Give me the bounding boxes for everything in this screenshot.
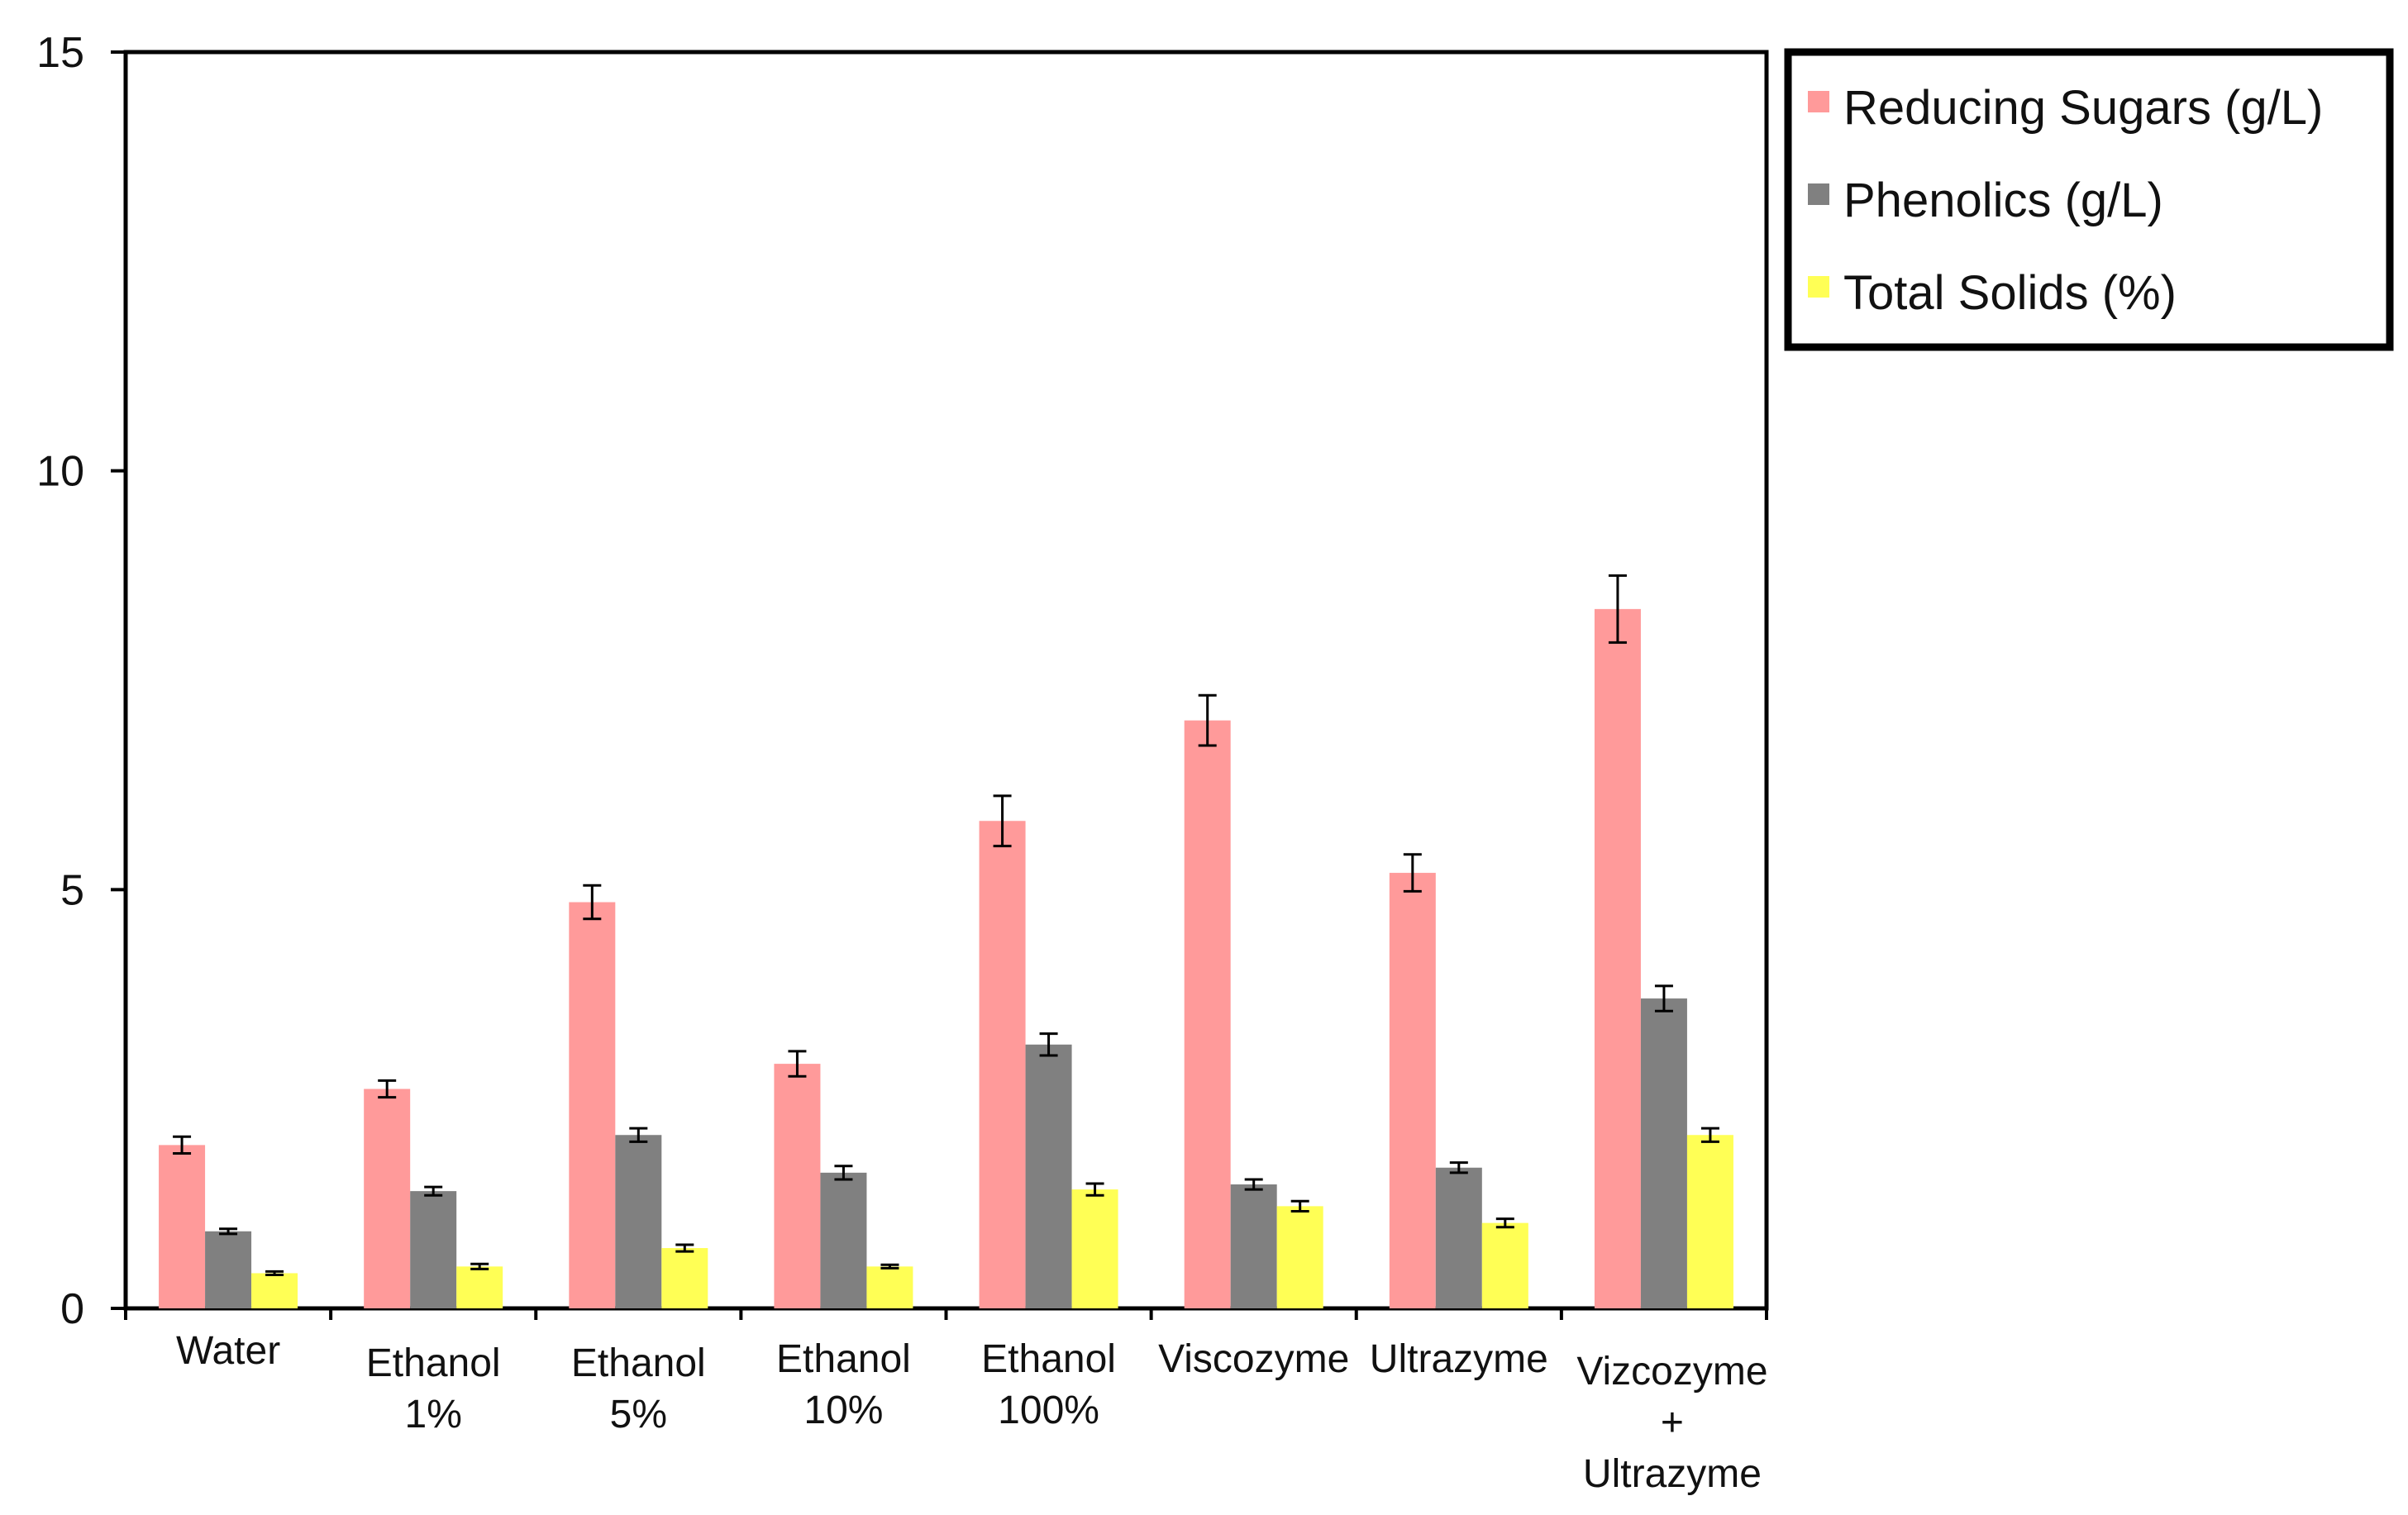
x-category-label-line: Ethanol [366, 1341, 501, 1385]
legend-box [1784, 48, 2394, 351]
legend-label: Reducing Sugars (g/L) [1843, 81, 2323, 135]
bar [1640, 998, 1687, 1308]
bar [774, 1064, 821, 1308]
bar [615, 1135, 662, 1308]
x-category-label-line: Ultrazyme [1583, 1452, 1762, 1496]
x-category-label-line: 10% [803, 1389, 883, 1432]
x-category-label-line: 5% [610, 1393, 667, 1436]
legend-label: Phenolics (g/L) [1843, 174, 2163, 227]
x-axis: Water Ethanol 1%Ethanol 5%Ethanol 10%Ethanol… [124, 1308, 1768, 1496]
bar [1594, 608, 1641, 1308]
bar [569, 902, 616, 1308]
bars [159, 608, 1733, 1308]
x-category-label: Ethanol 5% [571, 1341, 706, 1436]
bar [410, 1191, 457, 1308]
x-category-label: Ethanol 1% [366, 1341, 501, 1436]
x-category-label: Water [176, 1329, 280, 1373]
bar [1184, 720, 1231, 1308]
x-category-label-line: Water [176, 1329, 280, 1373]
bar [1435, 1167, 1482, 1308]
y-tick-label: 10 [36, 448, 84, 496]
legend-label: Total Solids (%) [1843, 266, 2177, 320]
x-category-label: Ultrazyme [1370, 1337, 1548, 1381]
x-category-label: Vizcozyme + Ultrazyme [1576, 1350, 1767, 1496]
legend-swatch [1808, 91, 1829, 112]
bar [979, 821, 1026, 1308]
bar [1481, 1222, 1528, 1308]
x-category-label-line: Ultrazyme [1370, 1337, 1548, 1381]
x-category-label-line: Ethanol [981, 1337, 1116, 1381]
legend-swatch [1808, 183, 1829, 205]
x-category-label-line: Ethanol [776, 1337, 911, 1381]
x-category-label: Viscozyme [1158, 1337, 1349, 1381]
x-category-label-line: + [1661, 1401, 1684, 1445]
bar [1276, 1206, 1323, 1308]
bar [820, 1172, 867, 1308]
y-tick-label: 5 [60, 866, 84, 914]
bar [205, 1231, 252, 1308]
bar [456, 1266, 503, 1308]
x-category-label-line: 1% [405, 1393, 462, 1436]
bar [364, 1089, 411, 1308]
y-tick-label: 0 [60, 1285, 84, 1333]
bar [251, 1273, 298, 1308]
x-category-label: Ethanol 100% [981, 1337, 1116, 1432]
bar [661, 1248, 708, 1308]
bar [1071, 1189, 1118, 1308]
bar [1025, 1044, 1072, 1308]
x-category-label: Ethanol 10% [776, 1337, 911, 1432]
bar [1686, 1135, 1733, 1308]
bar [866, 1266, 913, 1308]
x-category-label-line: Ethanol [571, 1341, 706, 1385]
bar [1230, 1184, 1277, 1308]
x-category-label-line: 100% [998, 1389, 1099, 1432]
legend-swatch [1808, 276, 1829, 298]
bar [1389, 873, 1436, 1308]
y-tick-label: 15 [36, 29, 84, 77]
x-category-label-line: Viscozyme [1158, 1337, 1349, 1381]
legend: Reducing Sugars (g/L) Phenolics (g/L) Tota… [1784, 48, 2394, 351]
y-axis: 0 5 10 15 [36, 29, 126, 1333]
error-bars [173, 574, 1719, 1276]
x-category-label-line: Vizcozyme [1576, 1350, 1767, 1394]
bar [159, 1145, 206, 1308]
